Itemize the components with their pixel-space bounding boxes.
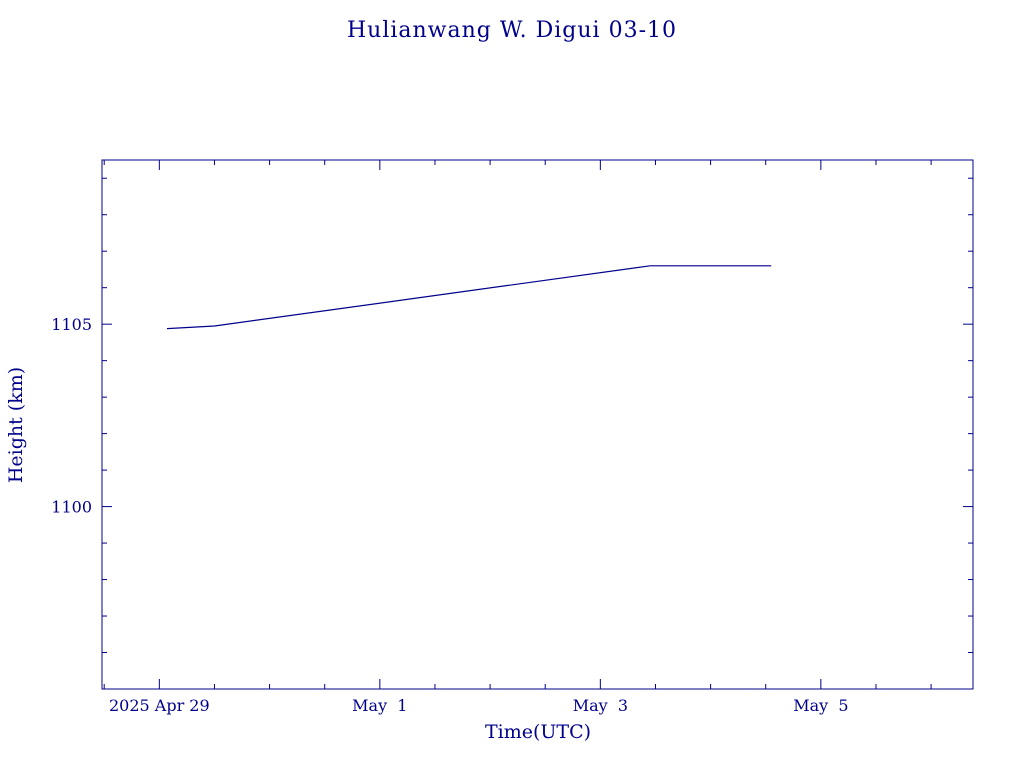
x-tick-label: May 3 (573, 696, 628, 715)
chart-title: Hulianwang W. Digui 03-10 (347, 18, 677, 43)
x-tick-label: May 1 (352, 696, 407, 715)
y-tick-label: 1105 (51, 315, 92, 334)
plot-frame (101, 159, 974, 690)
y-axis-title: Height (km) (5, 367, 27, 483)
x-tick-label: May 5 (793, 696, 848, 715)
x-axis-title: Time(UTC) (485, 721, 591, 743)
axis-ticks (102, 160, 973, 690)
series-line (166, 265, 772, 330)
y-tick-label: 1100 (51, 498, 92, 517)
axis-tick-labels: 2025 Apr 29 May 1 May 3 May 5 1100 1105 (51, 315, 848, 715)
x-tick-label: 2025 Apr 29 (109, 696, 210, 715)
